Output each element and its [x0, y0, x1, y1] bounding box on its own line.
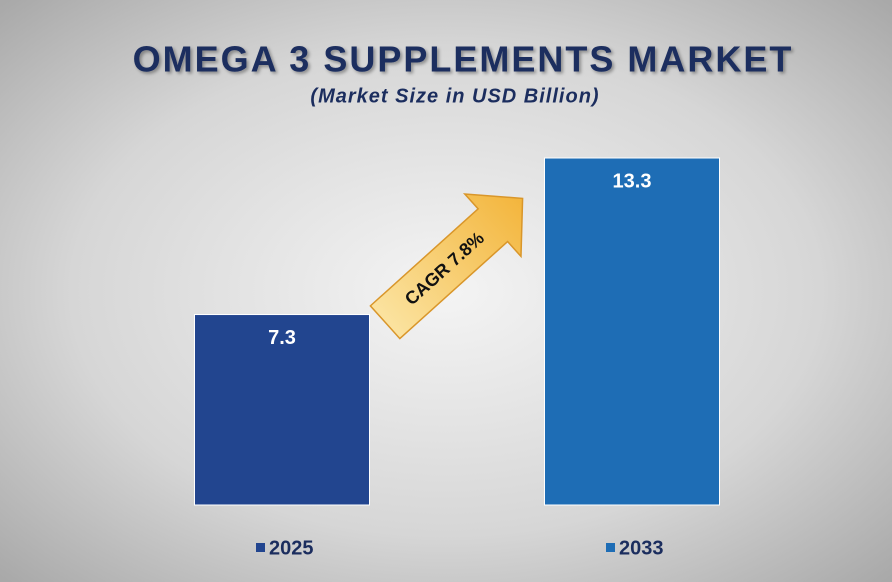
value-label: 13.3	[613, 170, 652, 192]
bar	[544, 157, 720, 506]
legend-label: 2025	[269, 537, 314, 559]
legend-swatch	[256, 543, 265, 552]
chart-subtitle: (Market Size in USD Billion)	[310, 85, 599, 107]
chart-title: OMEGA 3 SUPPLEMENTS MARKET	[133, 39, 794, 80]
bar	[194, 314, 370, 506]
legend-label: 2033	[619, 537, 664, 559]
value-label: 7.3	[268, 327, 296, 349]
arrow-shape	[369, 193, 524, 340]
legend-swatch	[606, 543, 615, 552]
